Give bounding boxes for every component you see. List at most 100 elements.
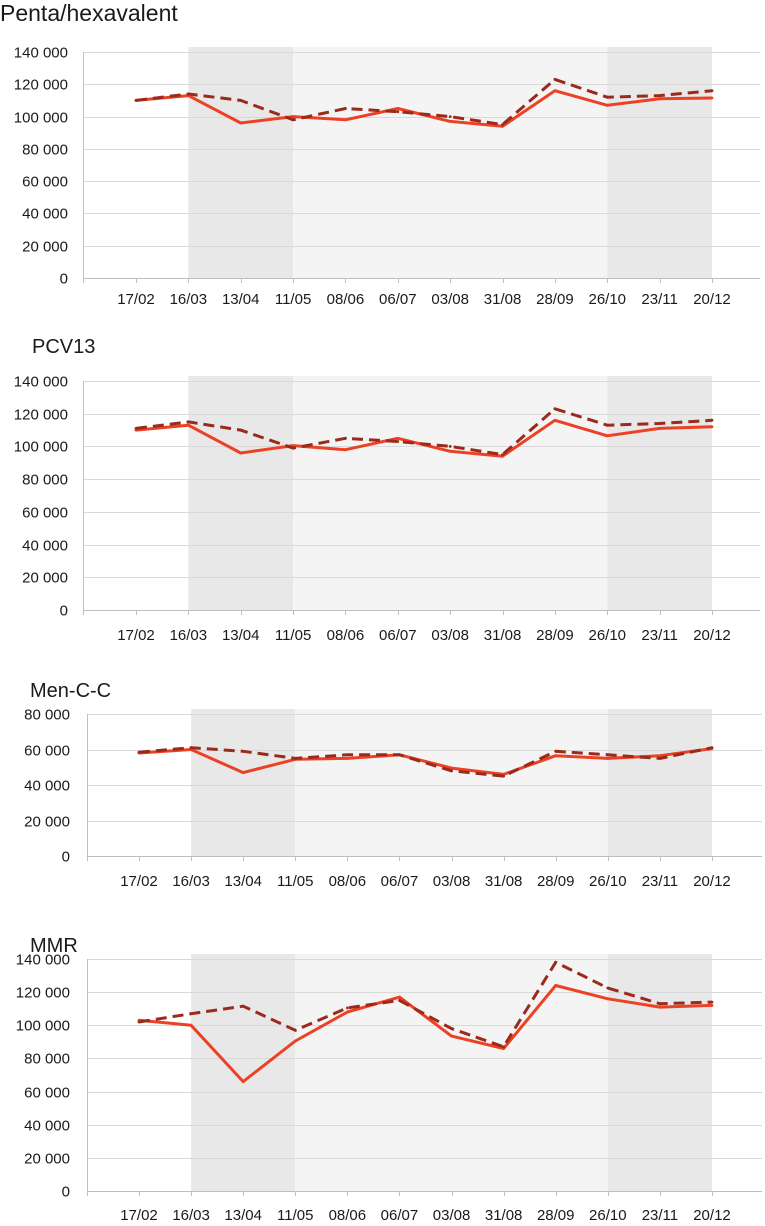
data-point — [346, 753, 349, 757]
data-point — [293, 1028, 297, 1032]
data-point — [344, 118, 347, 122]
data-point — [450, 766, 453, 770]
data-point — [658, 94, 661, 97]
x-tick-label: 03/08 — [431, 291, 469, 308]
y-tick-label: 120 000 — [14, 407, 68, 424]
data-point — [189, 1023, 193, 1027]
x-tick-label: 17/02 — [120, 873, 158, 890]
shaded-band — [188, 47, 294, 278]
x-tick-label: 23/11 — [641, 627, 677, 644]
y-tick-label: 20 000 — [22, 239, 68, 256]
x-tick-label: 11/05 — [275, 291, 311, 308]
data-point — [658, 1002, 662, 1006]
series-solid — [137, 984, 714, 1084]
y-tick-label: 80 000 — [22, 142, 68, 159]
data-point — [502, 774, 505, 778]
data-point — [239, 428, 243, 432]
data-point — [501, 123, 504, 126]
shaded-band — [607, 376, 712, 610]
series-dashed — [134, 407, 714, 457]
data-point — [398, 999, 401, 1002]
x-tick-label: 03/08 — [431, 627, 469, 644]
data-point — [710, 96, 714, 100]
series-dashed — [137, 746, 714, 778]
y-tick-label: 40 000 — [24, 1118, 70, 1135]
data-point — [291, 115, 295, 118]
chart-panel-pcv13: PCV13 0 20 000 40 000 60 000 80 000 100 000 120… — [14, 336, 760, 644]
data-point — [450, 1027, 453, 1030]
y-tick-label: 40 000 — [22, 538, 68, 555]
y-tick-label: 40 000 — [24, 778, 70, 795]
chart-title: Penta/hexavalent — [0, 0, 178, 26]
data-point — [137, 750, 141, 754]
y-tick-label: 100 000 — [14, 439, 68, 456]
data-point — [554, 754, 558, 758]
x-tick-label: 08/06 — [329, 1207, 367, 1224]
data-point — [241, 1080, 245, 1083]
data-point — [396, 110, 400, 114]
data-point — [502, 1045, 505, 1049]
data-point — [450, 1034, 453, 1038]
series-line-solid — [138, 747, 713, 776]
x-tick-label: 31/08 — [484, 291, 522, 308]
y-tick-label: 0 — [60, 271, 68, 288]
x-tick-label: 06/07 — [379, 627, 417, 644]
shaded-band — [293, 47, 608, 278]
data-point — [241, 749, 245, 753]
data-point — [658, 97, 661, 101]
data-point — [241, 771, 245, 774]
data-point — [553, 78, 557, 81]
data-point — [658, 422, 661, 425]
data-point — [710, 1000, 714, 1004]
y-tick-label: 140 000 — [14, 45, 68, 62]
data-point — [396, 436, 400, 440]
data-point — [291, 446, 295, 450]
x-tick-label: 28/09 — [537, 1207, 575, 1224]
data-point — [187, 423, 190, 427]
chart-panel-mmr: MMR 0 20 000 40 000 60 000 80 000 100 000 120 0… — [16, 935, 762, 1224]
data-point — [344, 107, 347, 110]
x-tick-label: 16/03 — [170, 291, 208, 308]
y-tick-label: 0 — [62, 849, 70, 866]
x-tick-label: 28/09 — [537, 873, 575, 890]
data-point — [346, 1006, 349, 1010]
data-point — [605, 95, 609, 99]
shaded-band — [607, 954, 712, 1191]
series-line-dashed — [138, 960, 713, 1049]
y-tick-label: 100 000 — [14, 110, 68, 127]
chart-title: PCV13 — [32, 336, 95, 358]
x-tick-label: 08/06 — [327, 627, 365, 644]
y-tick-label: 140 000 — [16, 952, 70, 969]
y-tick-label: 80 000 — [24, 1051, 70, 1068]
y-tick-label: 20 000 — [24, 1151, 70, 1168]
x-tick-label: 03/08 — [433, 873, 471, 890]
y-tick-label: 40 000 — [22, 206, 68, 223]
data-point — [606, 986, 610, 990]
x-tick-label: 06/07 — [381, 873, 419, 890]
data-point — [134, 427, 138, 430]
y-tick-label: 80 000 — [22, 472, 68, 489]
y-tick-label: 20 000 — [22, 570, 68, 587]
data-point — [189, 1012, 193, 1016]
y-tick-label: 60 000 — [22, 174, 68, 191]
shaded-band — [295, 709, 608, 856]
shaded-bands — [191, 954, 712, 1191]
data-point — [710, 746, 714, 750]
data-point — [553, 418, 557, 422]
y-tick-label: 60 000 — [22, 505, 68, 522]
data-point — [553, 89, 557, 93]
x-tick-label: 26/10 — [589, 1207, 627, 1224]
x-tick-label: 26/10 — [589, 873, 627, 890]
data-point — [291, 118, 295, 122]
x-tick-label: 17/02 — [117, 627, 155, 644]
data-point — [553, 407, 557, 411]
y-tick-label: 60 000 — [24, 1085, 70, 1102]
x-tick-label: 16/03 — [172, 1207, 210, 1224]
x-tick-label: 26/10 — [588, 627, 626, 644]
x-tick-label: 13/04 — [224, 873, 262, 890]
x-tick-label: 13/04 — [224, 1207, 262, 1224]
gridlines — [83, 52, 760, 247]
x-axis-labels: 17/02 16/03 13/04 11/05 08/06 06/07 03/08 31/08… — [120, 873, 731, 890]
data-point — [554, 960, 558, 964]
x-tick-label: 26/10 — [588, 291, 626, 308]
